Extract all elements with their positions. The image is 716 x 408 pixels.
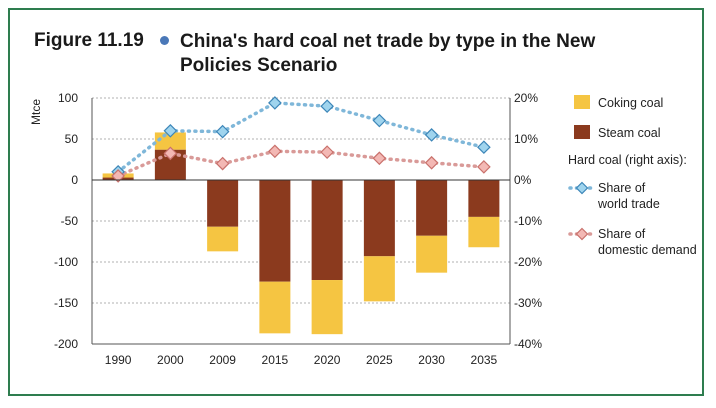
y-tick-label: 0 [71, 173, 78, 187]
lines [111, 96, 491, 183]
x-tick-label: 2035 [471, 353, 498, 367]
y-tick-label: 50 [65, 132, 79, 146]
bars [102, 132, 500, 335]
legend-label-domestic-2: domestic demand [598, 243, 697, 257]
y2-tick-label: 10% [514, 132, 538, 146]
marker-world-trade [215, 124, 230, 139]
bar-coking-coal [468, 216, 500, 248]
bar-steam-coal [468, 180, 500, 217]
x-tick-label: 2015 [262, 353, 289, 367]
x-tick-label: 2020 [314, 353, 341, 367]
legend-label-steam: Steam coal [598, 126, 661, 140]
legend-swatch-coking [574, 95, 590, 109]
legend-label-domestic-1: Share of [598, 227, 646, 241]
bar-steam-coal [311, 180, 343, 281]
y2-tick-label: -30% [514, 296, 542, 310]
bar-coking-coal [259, 281, 291, 334]
bar-coking-coal [416, 235, 448, 273]
title-bullet-icon [160, 36, 169, 45]
legend-label-world-trade-2: world trade [597, 197, 660, 211]
legend-label-world-trade-1: Share of [598, 181, 646, 195]
marker-domestic-demand [163, 146, 178, 161]
marker-domestic-demand [424, 155, 439, 170]
y-tick-label: -50 [61, 214, 79, 228]
x-tick-label: 2009 [209, 353, 236, 367]
legend-swatch-steam [574, 125, 590, 139]
legend-marker-domestic-demand [575, 227, 589, 241]
marker-domestic-demand [111, 169, 125, 183]
marker-world-trade [320, 99, 334, 114]
bar-coking-coal [154, 132, 186, 150]
bar-steam-coal [207, 180, 239, 227]
bar-steam-coal [363, 180, 395, 257]
marker-world-trade [268, 96, 282, 110]
figure-title: China's hard coal net trade by type in t… [180, 31, 596, 76]
marker-domestic-demand [372, 151, 387, 166]
y-tick-label: -150 [54, 296, 78, 310]
marker-world-trade [163, 123, 178, 138]
y-tick-label: -100 [54, 255, 78, 269]
gridlines [92, 97, 510, 345]
marker-world-trade [477, 140, 491, 155]
x-tick-label: 2025 [366, 353, 393, 367]
bar-coking-coal [207, 226, 239, 252]
legend-group-label: Hard coal (right axis): [568, 153, 687, 167]
marker-world-trade [372, 113, 387, 128]
marker-domestic-demand [320, 145, 334, 159]
bar-coking-coal [363, 256, 395, 302]
y2-tick-label: -40% [514, 337, 542, 351]
line-world-trade [116, 101, 486, 174]
marker-domestic-demand [268, 144, 282, 159]
figure-frame [8, 8, 704, 396]
marker-domestic-demand [215, 156, 230, 171]
y-tick-label: 100 [58, 91, 78, 105]
marker-domestic-demand [477, 160, 491, 174]
y2-tick-label: -10% [514, 214, 542, 228]
bar-coking-coal [311, 280, 343, 335]
figure-number: Figure 11.19 [34, 30, 144, 51]
legend: Coking coal Steam coal Hard coal (right ax… [568, 95, 697, 257]
line-domestic-demand [116, 149, 486, 178]
x-tick-label: 2000 [157, 353, 184, 367]
y2-tick-label: -20% [514, 255, 542, 269]
y2-tick-label: 0% [514, 173, 532, 187]
x-tick-label: 1990 [105, 353, 132, 367]
legend-label-coking: Coking coal [598, 96, 663, 110]
y2-tick-label: 20% [514, 91, 538, 105]
axes: 100 50 0 -50 -100 -150 -200 20% 10% 0% -10% -20% -30… [29, 91, 542, 367]
x-tick-label: 2030 [418, 353, 445, 367]
marker-world-trade [424, 128, 439, 142]
y-tick-label: -200 [54, 337, 78, 351]
bar-steam-coal [416, 180, 448, 236]
legend-marker-world-trade [575, 181, 589, 195]
bar-steam-coal [259, 180, 291, 282]
y-axis-label: Mtce [29, 99, 43, 125]
